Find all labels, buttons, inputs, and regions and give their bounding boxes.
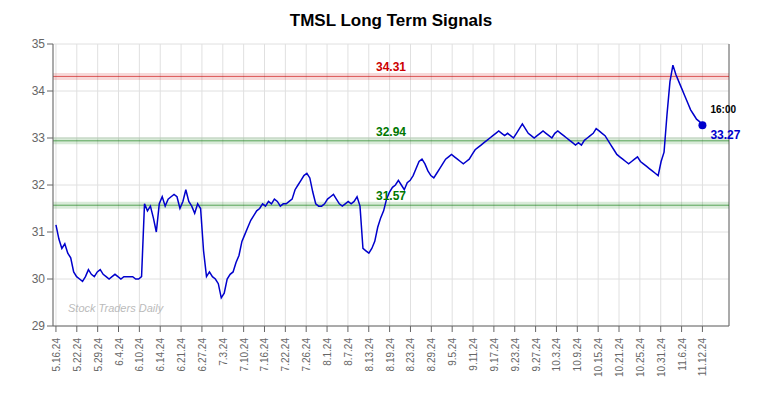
svg-text:8.29.24: 8.29.24 bbox=[426, 338, 437, 372]
svg-text:7.16.24: 7.16.24 bbox=[259, 338, 270, 372]
svg-text:11.12.24: 11.12.24 bbox=[697, 338, 708, 377]
svg-text:7.10.24: 7.10.24 bbox=[239, 338, 250, 372]
svg-text:32.94: 32.94 bbox=[376, 125, 406, 139]
svg-text:31.57: 31.57 bbox=[376, 189, 406, 203]
svg-text:10.9.24: 10.9.24 bbox=[572, 338, 583, 372]
svg-text:8.1.24: 8.1.24 bbox=[322, 338, 333, 366]
svg-text:7.26.24: 7.26.24 bbox=[301, 338, 312, 372]
svg-text:33: 33 bbox=[32, 131, 46, 145]
svg-text:34.31: 34.31 bbox=[376, 60, 406, 74]
svg-text:16:00: 16:00 bbox=[710, 104, 736, 115]
svg-text:8.13.24: 8.13.24 bbox=[364, 338, 375, 372]
svg-text:10.25.24: 10.25.24 bbox=[635, 338, 646, 377]
svg-text:6.4.24: 6.4.24 bbox=[114, 338, 125, 366]
svg-text:31: 31 bbox=[32, 225, 46, 239]
svg-text:29: 29 bbox=[32, 319, 46, 333]
svg-text:7.22.24: 7.22.24 bbox=[280, 338, 291, 372]
svg-text:8.23.24: 8.23.24 bbox=[405, 338, 416, 372]
svg-text:8.7.24: 8.7.24 bbox=[343, 338, 354, 366]
svg-text:35: 35 bbox=[32, 37, 46, 51]
html-text:Stock Traders Daily: Stock Traders Daily bbox=[68, 302, 164, 314]
svg-text:5.16.24: 5.16.24 bbox=[51, 338, 62, 372]
svg-text:10.15.24: 10.15.24 bbox=[593, 338, 604, 377]
svg-text:8.19.24: 8.19.24 bbox=[385, 338, 396, 372]
svg-text:5.29.24: 5.29.24 bbox=[93, 338, 104, 372]
svg-text:9.17.24: 9.17.24 bbox=[489, 338, 500, 372]
svg-text:6.27.24: 6.27.24 bbox=[197, 338, 208, 372]
svg-text:34: 34 bbox=[32, 84, 46, 98]
svg-text:9.27.24: 9.27.24 bbox=[531, 338, 542, 372]
svg-text:6.14.24: 6.14.24 bbox=[155, 338, 166, 372]
svg-text:9.23.24: 9.23.24 bbox=[510, 338, 521, 372]
svg-text:32: 32 bbox=[32, 178, 46, 192]
svg-text:10.3.24: 10.3.24 bbox=[551, 338, 562, 372]
svg-text:5.22.24: 5.22.24 bbox=[72, 338, 83, 372]
svg-text:9.5.24: 9.5.24 bbox=[447, 338, 458, 366]
svg-text:10.31.24: 10.31.24 bbox=[656, 338, 667, 377]
svg-text:7.3.24: 7.3.24 bbox=[218, 338, 229, 366]
svg-text:11.6.24: 11.6.24 bbox=[677, 338, 688, 371]
svg-text:6.10.24: 6.10.24 bbox=[134, 338, 145, 372]
svg-text:9.11.24: 9.11.24 bbox=[468, 338, 479, 371]
svg-text:30: 30 bbox=[32, 272, 46, 286]
html-text:TMSL Long Term Signals: TMSL Long Term Signals bbox=[289, 11, 493, 30]
svg-text:33.27: 33.27 bbox=[710, 128, 740, 142]
svg-text:10.21.24: 10.21.24 bbox=[614, 338, 625, 377]
svg-text:6.21.24: 6.21.24 bbox=[176, 338, 187, 372]
